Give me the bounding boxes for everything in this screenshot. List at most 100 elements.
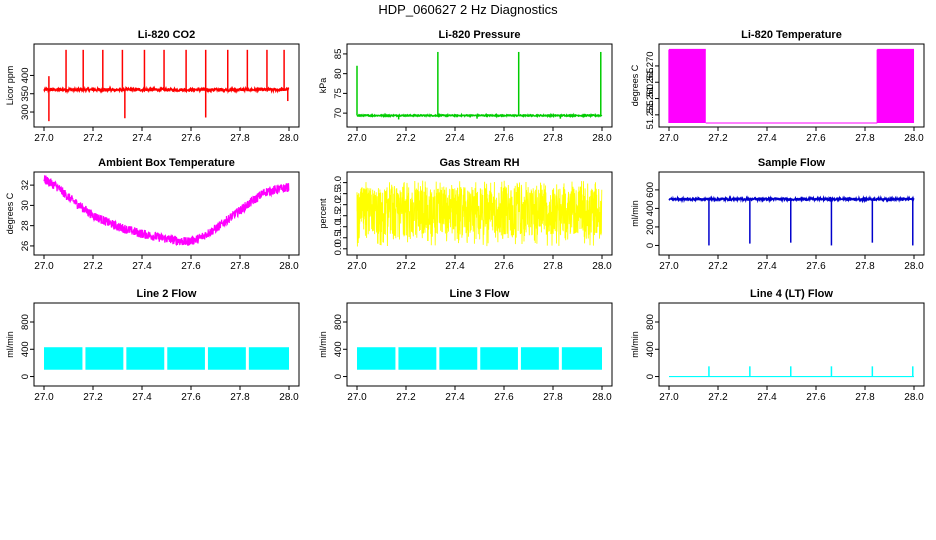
flow-band-segment <box>207 347 246 370</box>
y-tick-label: 300 <box>20 104 31 120</box>
y-tick-label: 800 <box>333 314 344 330</box>
x-tick-label: 27.2 <box>396 133 416 144</box>
y-axis-label: ml/min <box>5 331 15 358</box>
chart-title: Line 4 (LT) Flow <box>750 288 833 300</box>
y-tick-label: 28 <box>20 220 31 231</box>
baseline-trace <box>356 112 603 119</box>
chart-panel-3: Li-820 Temperature 27.0 27.2 27.4 27.6 27.8 28… <box>630 29 925 144</box>
x-tick-label: 27.6 <box>494 261 514 272</box>
plot-frame <box>346 302 613 387</box>
x-tick-label: 27.4 <box>445 392 465 403</box>
y-tick-label: 51.260 <box>645 84 656 113</box>
x-tick-label: 27.0 <box>34 392 54 403</box>
x-tick-label: 27.4 <box>132 261 152 272</box>
y-axis-label: ml/min <box>630 200 640 227</box>
x-tick-label: 28.0 <box>592 392 612 403</box>
x-tick-label: 27.4 <box>757 133 777 144</box>
x-tick-label: 27.0 <box>347 392 367 403</box>
y-axis-label: ml/min <box>318 331 328 358</box>
y-tick-label: 51.255 <box>645 100 656 129</box>
y-tick-label: 200 <box>645 219 656 235</box>
x-tick-label: 27.2 <box>83 392 103 403</box>
x-tick-label: 27.2 <box>708 133 728 144</box>
y-tick-label: 2.0 <box>333 198 344 211</box>
x-tick-label: 27.6 <box>494 392 514 403</box>
x-tick-label: 27.2 <box>396 392 416 403</box>
data-series <box>43 175 290 247</box>
x-tick-label: 27.8 <box>855 261 875 272</box>
y-tick-label: 1.5 <box>333 209 344 222</box>
y-tick-label: 0.5 <box>333 231 344 244</box>
data-series <box>43 49 290 122</box>
x-tick-label: 27.2 <box>708 261 728 272</box>
x-tick-label: 27.2 <box>83 133 103 144</box>
x-tick-label: 27.6 <box>181 392 201 403</box>
x-tick-label: 27.0 <box>34 133 54 144</box>
flow-band-segment <box>439 347 478 370</box>
chart-title: Line 2 Flow <box>137 288 197 300</box>
x-tick-label: 27.8 <box>230 133 250 144</box>
x-tick-label: 28.0 <box>904 392 924 403</box>
flow-band-segment <box>357 347 396 370</box>
y-tick-label: 400 <box>333 341 344 357</box>
y-tick-label: 800 <box>20 314 31 330</box>
chart-panel-4: Ambient Box Temperature 27.0 27.2 27.4 27.6 2… <box>5 157 300 272</box>
x-tick-label: 27.8 <box>855 392 875 403</box>
flow-band-segment <box>480 347 518 370</box>
x-tick-label: 27.4 <box>757 261 777 272</box>
y-tick-label: 26 <box>20 241 31 252</box>
chart-title: Ambient Box Temperature <box>98 157 235 169</box>
flow-band-segment <box>561 347 602 370</box>
chart-title: Li-820 Pressure <box>439 29 521 41</box>
y-tick-label: 800 <box>645 314 656 330</box>
x-tick-label: 27.8 <box>230 392 250 403</box>
x-tick-label: 28.0 <box>279 261 299 272</box>
x-tick-label: 27.0 <box>347 261 367 272</box>
y-tick-label: 1.0 <box>333 220 344 233</box>
y-tick-label: 32 <box>20 180 31 191</box>
x-tick-label: 27.2 <box>708 392 728 403</box>
x-tick-label: 27.6 <box>806 133 826 144</box>
x-tick-label: 27.4 <box>445 261 465 272</box>
chart-title: Li-820 Temperature <box>741 29 842 41</box>
box-temp-trace <box>43 175 290 247</box>
x-tick-label: 28.0 <box>904 261 924 272</box>
data-series <box>356 51 603 120</box>
chart-title: Line 3 Flow <box>450 288 510 300</box>
plot-frame <box>658 171 925 256</box>
y-axis-label: degrees C <box>5 192 15 234</box>
y-tick-label: 400 <box>645 200 656 216</box>
plot-frame <box>33 171 300 256</box>
x-tick-label: 27.8 <box>543 261 563 272</box>
x-tick-label: 27.8 <box>543 133 563 144</box>
figure-title: HDP_060627 2 Hz Diagnostics <box>378 2 558 17</box>
data-series <box>668 48 915 124</box>
y-axis-label: percent <box>318 198 328 229</box>
y-tick-label: 400 <box>20 341 31 357</box>
chart-title: Sample Flow <box>758 157 826 169</box>
y-tick-label: 350 <box>20 86 31 102</box>
data-series <box>357 347 602 370</box>
y-tick-label: 0 <box>20 374 31 379</box>
x-tick-label: 27.4 <box>445 133 465 144</box>
x-tick-label: 27.4 <box>132 133 152 144</box>
x-tick-label: 27.2 <box>396 261 416 272</box>
y-tick-label: 400 <box>20 68 31 84</box>
y-tick-label: 600 <box>645 182 656 198</box>
plot-frame <box>346 43 613 128</box>
flow-band-segment <box>126 347 165 370</box>
flow-band-segment <box>167 347 205 370</box>
x-tick-label: 27.4 <box>132 392 152 403</box>
baseline-trace <box>43 85 290 95</box>
x-tick-label: 27.0 <box>659 133 679 144</box>
x-tick-label: 27.6 <box>806 392 826 403</box>
flow-band-segment <box>85 347 124 370</box>
y-tick-label: 0.0 <box>333 242 344 255</box>
x-tick-label: 27.0 <box>659 261 679 272</box>
plot-frame <box>658 302 925 387</box>
chart-panel-6: Sample Flow 27.0 27.2 27.4 27.6 27.8 28.0 0 200 4… <box>630 157 925 272</box>
chart-panel-7: Line 2 Flow 27.0 27.2 27.4 27.6 27.8 28.0 0 400 8… <box>5 288 300 403</box>
y-tick-label: 0 <box>645 374 656 379</box>
chart-panel-8: Line 3 Flow 27.0 27.2 27.4 27.6 27.8 28.0 0 400 8… <box>318 288 613 403</box>
plot-frame <box>33 43 300 128</box>
